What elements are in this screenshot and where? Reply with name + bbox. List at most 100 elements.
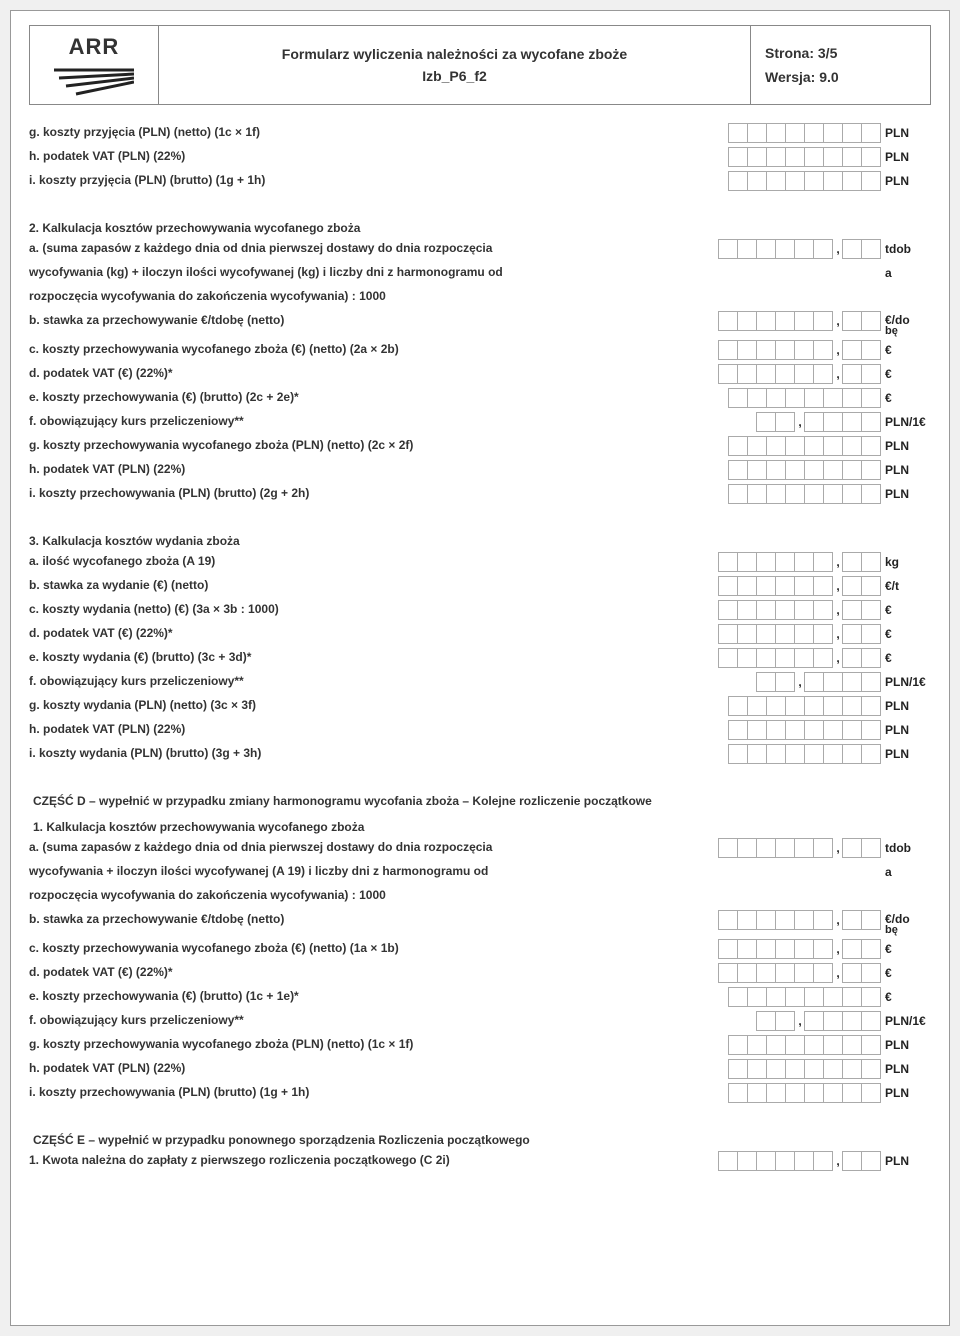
input-cell[interactable] — [775, 600, 795, 620]
input-cell[interactable] — [794, 910, 814, 930]
input-cell[interactable] — [804, 388, 824, 408]
input-cell[interactable] — [861, 460, 881, 480]
input-cell[interactable] — [718, 939, 738, 959]
input-cell[interactable] — [813, 576, 833, 596]
input-cell[interactable] — [756, 576, 776, 596]
input-cell[interactable] — [775, 552, 795, 572]
input-cell[interactable] — [804, 1035, 824, 1055]
input-cell[interactable] — [842, 364, 862, 384]
input-cell[interactable] — [794, 939, 814, 959]
input-cell[interactable] — [842, 910, 862, 930]
input-cell[interactable] — [804, 744, 824, 764]
input-cell[interactable] — [804, 460, 824, 480]
input-cell[interactable] — [823, 171, 843, 191]
input-cell[interactable] — [775, 364, 795, 384]
input-cell[interactable] — [775, 838, 795, 858]
input-cell[interactable] — [861, 576, 881, 596]
input-cell[interactable] — [823, 147, 843, 167]
input-cell[interactable] — [804, 147, 824, 167]
input-cell[interactable] — [794, 239, 814, 259]
input-cell[interactable] — [813, 552, 833, 572]
input-cell[interactable] — [756, 340, 776, 360]
input-cell[interactable] — [766, 720, 786, 740]
input-cell[interactable] — [804, 696, 824, 716]
input-cell[interactable] — [718, 239, 738, 259]
input-cell[interactable] — [756, 1011, 776, 1031]
input-cell[interactable] — [785, 987, 805, 1007]
input-cell[interactable] — [861, 648, 881, 668]
input-cell[interactable] — [861, 744, 881, 764]
input-cell[interactable] — [861, 1151, 881, 1171]
input-cell[interactable] — [728, 1083, 748, 1103]
input-cell[interactable] — [718, 838, 738, 858]
input-cell[interactable] — [842, 460, 862, 480]
input-cell[interactable] — [775, 340, 795, 360]
input-cell[interactable] — [718, 963, 738, 983]
input-cell[interactable] — [718, 1151, 738, 1171]
input-cell[interactable] — [728, 484, 748, 504]
input-cell[interactable] — [766, 1035, 786, 1055]
input-cell[interactable] — [747, 1035, 767, 1055]
input-cell[interactable] — [813, 311, 833, 331]
input-cell[interactable] — [813, 648, 833, 668]
input-cell[interactable] — [775, 624, 795, 644]
input-cell[interactable] — [804, 412, 824, 432]
input-cell[interactable] — [823, 1059, 843, 1079]
input-cell[interactable] — [766, 147, 786, 167]
input-cell[interactable] — [823, 696, 843, 716]
input-cell[interactable] — [861, 1011, 881, 1031]
input-cell[interactable] — [718, 552, 738, 572]
input-cell[interactable] — [728, 460, 748, 480]
input-cell[interactable] — [842, 987, 862, 1007]
input-cell[interactable] — [861, 484, 881, 504]
input-cell[interactable] — [747, 171, 767, 191]
input-cell[interactable] — [728, 388, 748, 408]
input-cell[interactable] — [842, 838, 862, 858]
input-cell[interactable] — [728, 987, 748, 1007]
input-cell[interactable] — [842, 720, 862, 740]
input-cell[interactable] — [756, 552, 776, 572]
input-cell[interactable] — [861, 239, 881, 259]
input-cell[interactable] — [775, 311, 795, 331]
input-cell[interactable] — [756, 600, 776, 620]
input-cell[interactable] — [842, 1151, 862, 1171]
input-cell[interactable] — [861, 1035, 881, 1055]
input-cell[interactable] — [747, 720, 767, 740]
input-cell[interactable] — [775, 1151, 795, 1171]
input-cell[interactable] — [861, 1083, 881, 1103]
input-cell[interactable] — [861, 910, 881, 930]
input-cell[interactable] — [842, 147, 862, 167]
input-cell[interactable] — [785, 460, 805, 480]
input-cell[interactable] — [804, 1059, 824, 1079]
input-cell[interactable] — [747, 987, 767, 1007]
input-cell[interactable] — [842, 239, 862, 259]
input-cell[interactable] — [775, 648, 795, 668]
input-cell[interactable] — [756, 311, 776, 331]
input-cell[interactable] — [823, 460, 843, 480]
input-cell[interactable] — [823, 672, 843, 692]
input-cell[interactable] — [794, 600, 814, 620]
input-cell[interactable] — [737, 340, 757, 360]
input-cell[interactable] — [813, 939, 833, 959]
input-cell[interactable] — [737, 939, 757, 959]
input-cell[interactable] — [794, 648, 814, 668]
input-cell[interactable] — [747, 123, 767, 143]
input-cell[interactable] — [842, 552, 862, 572]
input-cell[interactable] — [775, 672, 795, 692]
input-cell[interactable] — [842, 484, 862, 504]
input-cell[interactable] — [747, 484, 767, 504]
input-cell[interactable] — [728, 1059, 748, 1079]
input-cell[interactable] — [737, 239, 757, 259]
input-cell[interactable] — [861, 364, 881, 384]
input-cell[interactable] — [766, 388, 786, 408]
input-cell[interactable] — [861, 987, 881, 1007]
input-cell[interactable] — [804, 1083, 824, 1103]
input-cell[interactable] — [756, 624, 776, 644]
input-cell[interactable] — [766, 460, 786, 480]
input-cell[interactable] — [813, 838, 833, 858]
input-cell[interactable] — [737, 624, 757, 644]
input-cell[interactable] — [756, 239, 776, 259]
input-cell[interactable] — [775, 910, 795, 930]
input-cell[interactable] — [785, 484, 805, 504]
input-cell[interactable] — [737, 552, 757, 572]
